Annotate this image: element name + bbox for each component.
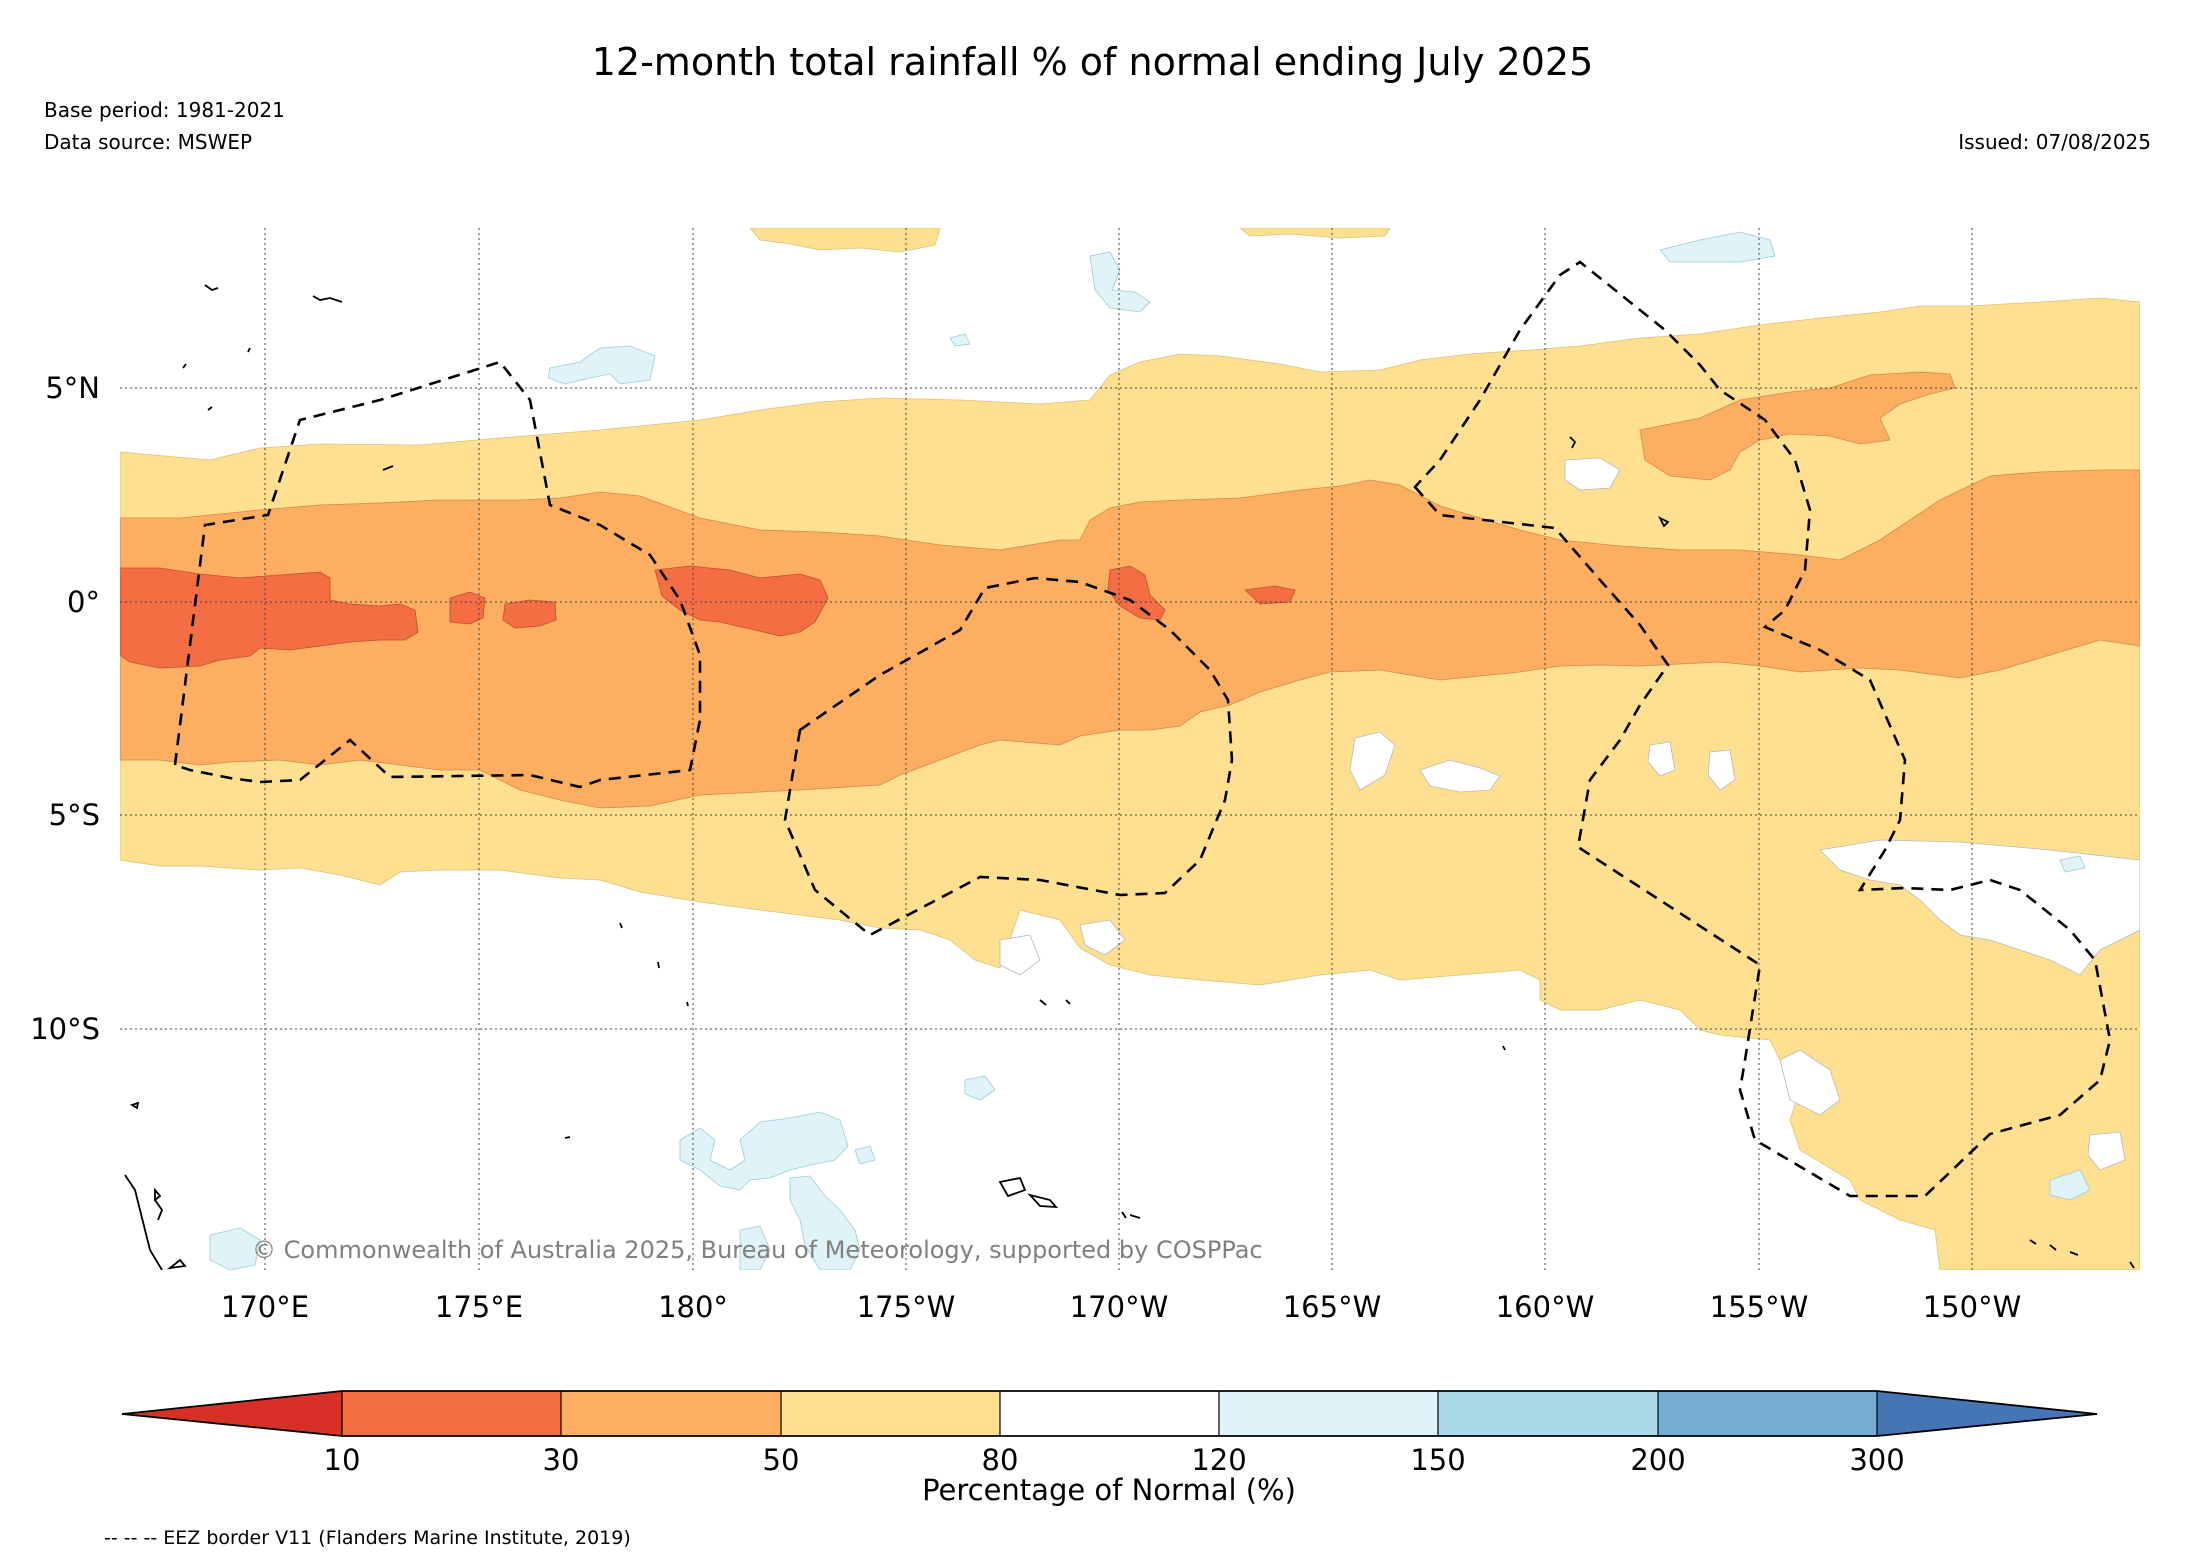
lon-label-170e: 170°E [221,1290,309,1324]
colorbar-bin-50-80 [781,1391,1000,1436]
colorbar-dividers [341,1391,1878,1436]
wet-patch-south-2 [789,1175,861,1270]
lon-label-175e: 175°E [435,1290,523,1324]
colorbar: 10 30 50 80 120 150 200 300 Percentage o… [121,1390,2098,1507]
wet-patch-north-4 [949,333,971,347]
rain-patch-10-30-west [120,567,419,669]
rain-strip-north-50-80-b [1239,228,1391,239]
normal-patch-6 [2087,1131,2126,1171]
lon-label-160w: 160°W [1496,1290,1595,1324]
colorbar-tick-30: 30 [543,1443,580,1477]
lon-label-180: 180° [658,1290,728,1324]
map-title: 12-month total rainfall % of normal endi… [591,40,1594,84]
rain-strip-north-50-80 [749,228,941,253]
colorbar-bin-10-30 [342,1391,561,1436]
lat-label-5s: 5°S [49,798,100,832]
eez-border-west [173,360,702,789]
lat-label-10s: 10°S [30,1012,100,1046]
normal-patch-2 [1419,759,1501,793]
wet-patches-120-150 [209,231,2091,1270]
wet-patch-south-7 [854,1145,876,1165]
normal-patch-9 [1079,919,1126,956]
wet-patch-south-3 [964,1075,996,1101]
colorbar-extend-low [122,1391,342,1436]
normal-patch-8 [1707,749,1736,791]
colorbar-tick-300: 300 [1849,1443,1904,1477]
base-period-text: Base period: 1981-2021 [44,98,285,122]
rain-patch-10-30-b [502,599,557,629]
copyright-text: © Commonwealth of Australia 2025, Bureau… [252,1236,1263,1264]
lat-label-0: 0° [67,585,100,619]
colorbar-ticks: 10 30 50 80 120 150 200 300 [324,1443,1905,1477]
rain-patch-10-30-central [654,565,829,637]
data-source-text: Data source: MSWEP [44,130,253,154]
colorbar-tick-120: 120 [1191,1443,1246,1477]
latitude-axis: 5°N 0° 5°S 10°S [30,371,100,1046]
lon-label-170w: 170°W [1070,1290,1169,1324]
colorbar-tick-200: 200 [1630,1443,1685,1477]
longitude-axis: 170°E 175°E 180° 175°W 170°W 165°W 160°W… [221,1290,2021,1324]
colorbar-extend-high [1877,1391,2097,1436]
colorbar-tick-150: 150 [1410,1443,1465,1477]
eez-legend-note: -- -- -- EEZ border V11 (Flanders Marine… [104,1527,631,1549]
lon-label-150w: 150°W [1923,1290,2022,1324]
wet-patch-north-3 [1659,231,1776,263]
normal-patch-10 [999,934,1041,976]
rain-patch-10-30-c [1107,565,1166,621]
normal-patch-3 [1564,457,1621,491]
eez-border-east [1413,260,2112,1198]
issued-date-text: Issued: 07/08/2025 [1958,130,2151,154]
wet-patch-north-1 [547,345,656,385]
lon-label-155w: 155°W [1710,1290,1809,1324]
normal-patch-4 [1819,839,2140,976]
rain-band-30-50 [120,469,2140,809]
colorbar-bin-30-50 [561,1391,781,1436]
colorbar-title: Percentage of Normal (%) [922,1473,1296,1507]
eez-borders [173,260,2112,1198]
normal-patch-5 [1779,1049,1841,1116]
colorbar-bin-200-300 [1658,1391,1877,1436]
colorbar-bin-120-150 [1219,1391,1438,1436]
eez-border-central [783,576,1234,937]
wet-patch-south-4 [209,1227,261,1270]
rain-patch-10-30-d [1244,585,1296,605]
rain-patch-30-50-northeast [1639,371,1956,481]
coastlines [124,284,2135,1270]
map-plot-area: © Commonwealth of Australia 2025, Bureau… [120,228,2140,1270]
wet-patch-south-6 [2049,1169,2091,1201]
lat-label-5n: 5°N [45,371,100,405]
wet-patch-south-8 [2059,855,2086,873]
wet-patch-south-5 [739,1225,771,1270]
rain-patch-10-30-a [449,591,486,625]
colorbar-bin-80-120 [1000,1391,1219,1436]
colorbar-tick-50: 50 [763,1443,800,1477]
lon-label-165w: 165°W [1283,1290,1382,1324]
colorbar-tick-10: 10 [324,1443,361,1477]
wet-patch-south-1 [679,1111,849,1191]
wet-patch-north-2 [1089,251,1151,313]
colorbar-tick-80: 80 [982,1443,1019,1477]
lon-label-175w: 175°W [857,1290,956,1324]
colorbar-bin-150-200 [1438,1391,1658,1436]
normal-patch-1 [1349,731,1396,791]
normal-patch-7 [1647,741,1676,777]
